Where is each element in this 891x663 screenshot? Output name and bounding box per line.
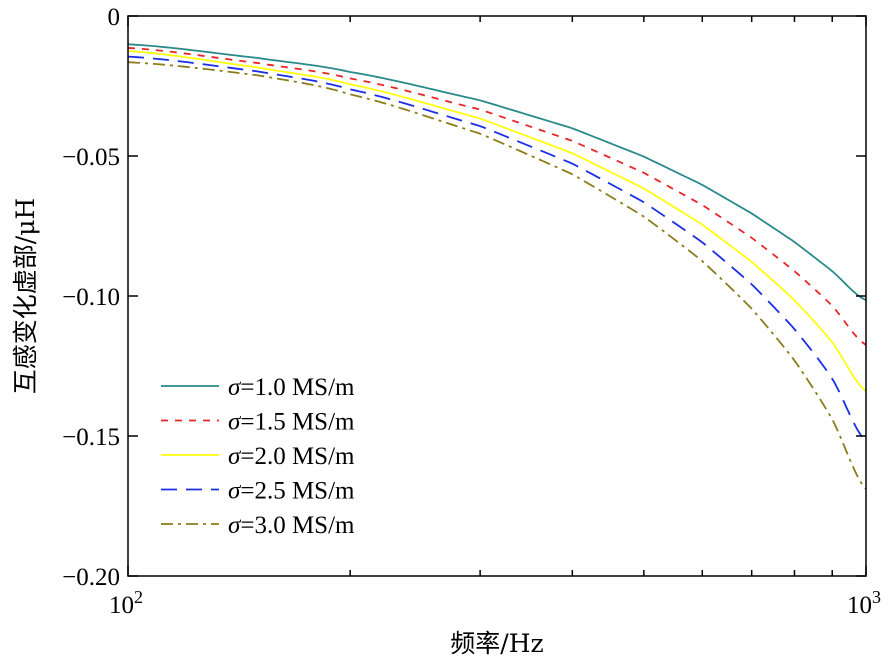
plot-frame <box>127 15 867 577</box>
series-line-3 <box>127 50 867 392</box>
legend-entry: σ=1.5 MS/m <box>228 409 355 436</box>
y-tick-label: −0.10 <box>62 284 120 311</box>
series-line-4 <box>127 55 867 443</box>
y-tick-label: −0.05 <box>62 144 120 171</box>
series-line-1 <box>127 43 867 301</box>
legend: σ=1.0 MS/m σ=1.5 MS/m σ=2.0 MS/m σ=2.5 MS/m… <box>161 374 355 539</box>
y-tick-label: 0 <box>108 4 121 31</box>
legend-entry: σ=3.0 MS/m <box>228 512 355 539</box>
y-tick-label: −0.15 <box>62 424 120 451</box>
x-tick-label: 102 <box>109 587 143 619</box>
series-line-5 <box>127 61 867 490</box>
legend-entry: σ=2.5 MS/m <box>228 478 355 505</box>
y-tick-label: −0.20 <box>62 564 120 591</box>
series-line-2 <box>127 47 867 346</box>
y-axis-title: 互感变化虚部/μH <box>11 198 40 394</box>
x-axis-title: 频率/Hz <box>450 629 543 658</box>
legend-entry: σ=2.0 MS/m <box>228 443 355 470</box>
x-tick-label: 103 <box>847 587 881 619</box>
series-lines <box>127 43 867 490</box>
legend-entry: σ=1.0 MS/m <box>228 374 355 401</box>
